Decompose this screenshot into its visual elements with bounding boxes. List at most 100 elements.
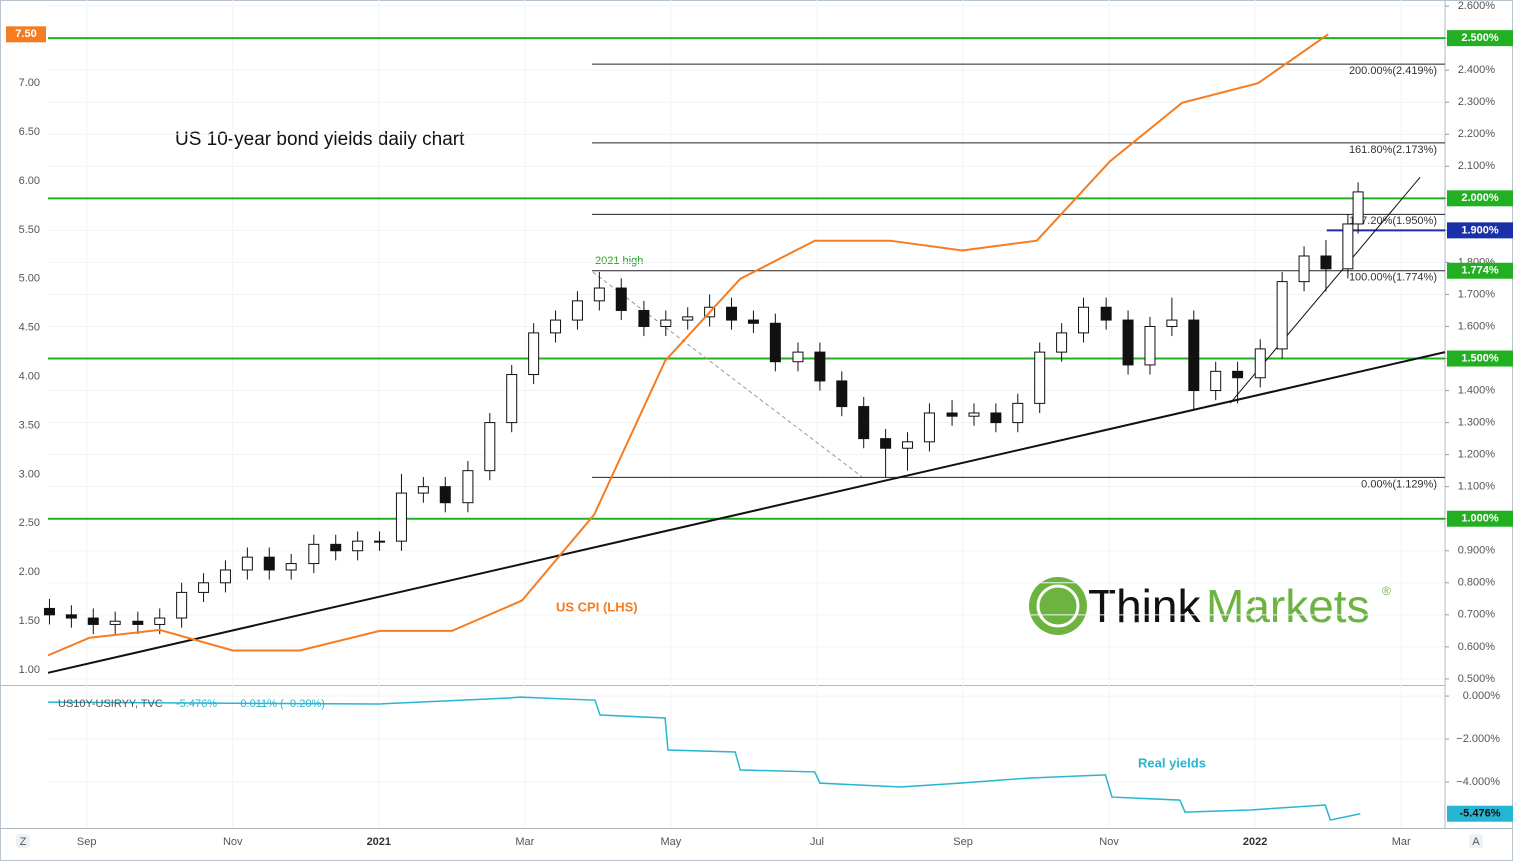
candle-body [1122,319,1134,366]
candle-body [263,556,275,571]
candle-body [682,316,694,321]
candle-body [219,569,231,584]
price-badge-label: 2.000% [1461,192,1499,204]
button[interactable] [1469,834,1483,848]
series-label: US CPI (LHS) [556,599,638,614]
candle-body [198,582,210,593]
x-tick-label: 2022 [1243,836,1267,848]
y-tick-label: 2.300% [1458,96,1496,108]
cpi-line [47,33,1329,657]
candle-body [550,319,562,334]
y2-badge [6,26,46,43]
logo: Think Markets ® [1029,577,1391,635]
x-tick-label: 2021 [367,836,391,848]
candle-body [814,351,826,382]
candle-body [990,412,1002,424]
candle-body [1352,191,1364,225]
candle-body [968,412,980,417]
candle-body [660,319,672,327]
candle-body [65,614,77,619]
logo-icon [1036,584,1080,628]
chart-title: US 10-year bond yields daily chart [175,129,465,150]
y-tick-label: 0.500% [1458,673,1496,685]
candle-body [1078,306,1090,334]
candle-body [285,563,297,571]
fib-label: 127.20%(1.950%) [1349,215,1437,227]
button-label[interactable]: Z [20,836,27,848]
y-tick-label: 2.400% [1458,64,1496,76]
candle-body [462,470,474,504]
candle-body [352,540,364,552]
annotation: 2021 high [595,255,643,267]
candle-body [1320,255,1332,270]
candle-body [726,306,738,321]
y2-tick-label: 1.00 [19,664,40,676]
candle-body [902,441,914,449]
price-badge [1447,350,1513,367]
price-badge [1447,222,1513,239]
candle-body [593,287,605,302]
candle-body [946,412,958,417]
candle-body [241,556,253,571]
candle-body [1298,255,1310,283]
x-tick-label: Jul [810,836,824,848]
x-tick-label: Sep [77,836,97,848]
y2-tick-label: 6.00 [19,175,40,187]
candle-body [176,591,188,619]
candle-body [638,309,650,327]
y2-tick-label: 1.50 [19,615,40,627]
price-badge-label: 1.900% [1461,224,1499,236]
candle-body [792,351,804,363]
y-tick-label: −2.000% [1456,733,1500,745]
price-badge [1447,510,1513,527]
candle-body [506,374,518,424]
x-tick-label: May [661,836,682,848]
y-tick-label: −4.000% [1456,776,1500,788]
button-label[interactable]: A [1472,836,1480,848]
y2-tick-label: 5.00 [19,273,40,285]
price-badge [1447,190,1513,207]
y2-tick-label: 3.00 [19,468,40,480]
trendline [47,351,1446,674]
y-tick-label: 0.700% [1458,609,1496,621]
candle-body [1166,319,1178,327]
button[interactable] [16,834,30,848]
real-yield-line [47,696,1361,821]
y-tick-label: 1.700% [1458,288,1496,300]
candle-body [308,543,320,565]
price-badge-label: 1.500% [1461,352,1499,364]
candle-body [769,322,781,363]
price-badge [1447,30,1513,47]
candle-body [1034,351,1046,404]
y2-tick-label: 2.00 [19,566,40,578]
y-tick-label: 1.300% [1458,417,1496,429]
y2-tick-label: 6.50 [19,126,40,138]
candle-body [858,406,870,440]
candle-body [484,422,496,472]
candle-body [1056,332,1068,353]
pane-title: US10Y-USIRYY, TVC [58,698,163,710]
logo-text: Markets [1206,580,1370,632]
candle-body [1232,370,1244,379]
y-tick-label: 1.400% [1458,384,1496,396]
y-tick-label: 0.800% [1458,577,1496,589]
candle-body [615,287,627,311]
candle-body [1012,402,1024,424]
candle-body [132,620,144,625]
y-tick-label: 1.100% [1458,481,1496,493]
y-tick-label: 0.000% [1463,690,1501,702]
fib-label: 161.80%(2.173%) [1349,144,1437,156]
pane-change: −0.011% (−0.20%) [234,698,325,710]
y2-tick-label: 5.50 [19,224,40,236]
y2-badge-label: 7.50 [15,28,36,40]
price-badge-label: 2.500% [1461,32,1499,44]
candle-body [571,300,583,321]
y2-tick-label: 4.50 [19,322,40,334]
candle-body [1100,306,1112,321]
candle-body [1210,370,1222,392]
candle-body [439,486,451,504]
price-badge-label: 1.774% [1461,265,1499,277]
candle-body [1342,223,1354,270]
y2-tick-label: 3.50 [19,419,40,431]
